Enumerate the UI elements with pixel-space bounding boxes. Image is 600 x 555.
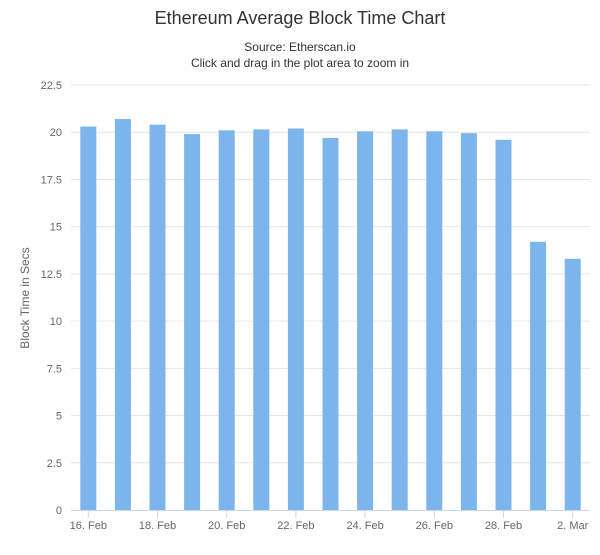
y-tick-label: 7.5 (47, 363, 62, 375)
bar-16-feb[interactable] (80, 126, 97, 511)
bar-26-feb[interactable] (426, 131, 443, 510)
y-tick-label: 12.5 (41, 269, 62, 281)
bar-24-feb[interactable] (357, 131, 374, 510)
chart-title: Ethereum Average Block Time Chart (155, 8, 446, 28)
bar-25-feb[interactable] (391, 129, 408, 510)
bar-23-feb[interactable] (322, 137, 339, 510)
y-axis-title: Block Time in Secs (18, 247, 32, 348)
bar-19-feb[interactable] (184, 134, 201, 510)
y-tick-label: 5 (56, 411, 62, 423)
x-axis: 16. Feb 18. Feb 20. Feb 22. Feb 24. Feb 26. F… (70, 510, 590, 532)
bar-18-feb[interactable] (149, 124, 166, 511)
x-tick-label: 24. Feb (346, 520, 383, 532)
y-tick-label: 0 (56, 505, 62, 517)
bar-2-mar[interactable] (564, 258, 581, 510)
x-tick-label: 22. Feb (277, 520, 314, 532)
y-tick-label: 17.5 (41, 174, 62, 186)
chart-subtitle-source: Source: Etherscan.io (244, 40, 356, 54)
bars[interactable] (80, 119, 581, 511)
bar-27-feb[interactable] (460, 133, 477, 510)
bar-1-mar[interactable] (530, 241, 547, 510)
y-tick-label: 22.5 (41, 80, 62, 92)
x-tick-label: 20. Feb (208, 520, 245, 532)
y-axis-ticks: 0 2.5 5 7.5 10 12.5 15 17.5 20 22.5 (41, 80, 62, 517)
x-tick-label: 18. Feb (139, 520, 176, 532)
x-tick-label: 16. Feb (70, 520, 107, 532)
bar-28-feb[interactable] (495, 139, 512, 510)
bar-21-feb[interactable] (253, 129, 270, 510)
y-tick-label: 15 (50, 222, 62, 234)
x-tick-label: 28. Feb (485, 520, 522, 532)
bar-17-feb[interactable] (114, 119, 131, 510)
chart-subtitle-zoom-hint: Click and drag in the plot area to zoom … (191, 56, 409, 70)
y-tick-label: 20 (50, 127, 62, 139)
y-tick-label: 2.5 (47, 458, 62, 470)
bar-20-feb[interactable] (218, 130, 235, 511)
y-tick-label: 10 (50, 316, 62, 328)
bar-22-feb[interactable] (287, 128, 304, 510)
x-tick-label: 26. Feb (416, 520, 453, 532)
x-tick-label: 2. Mar (557, 520, 589, 532)
